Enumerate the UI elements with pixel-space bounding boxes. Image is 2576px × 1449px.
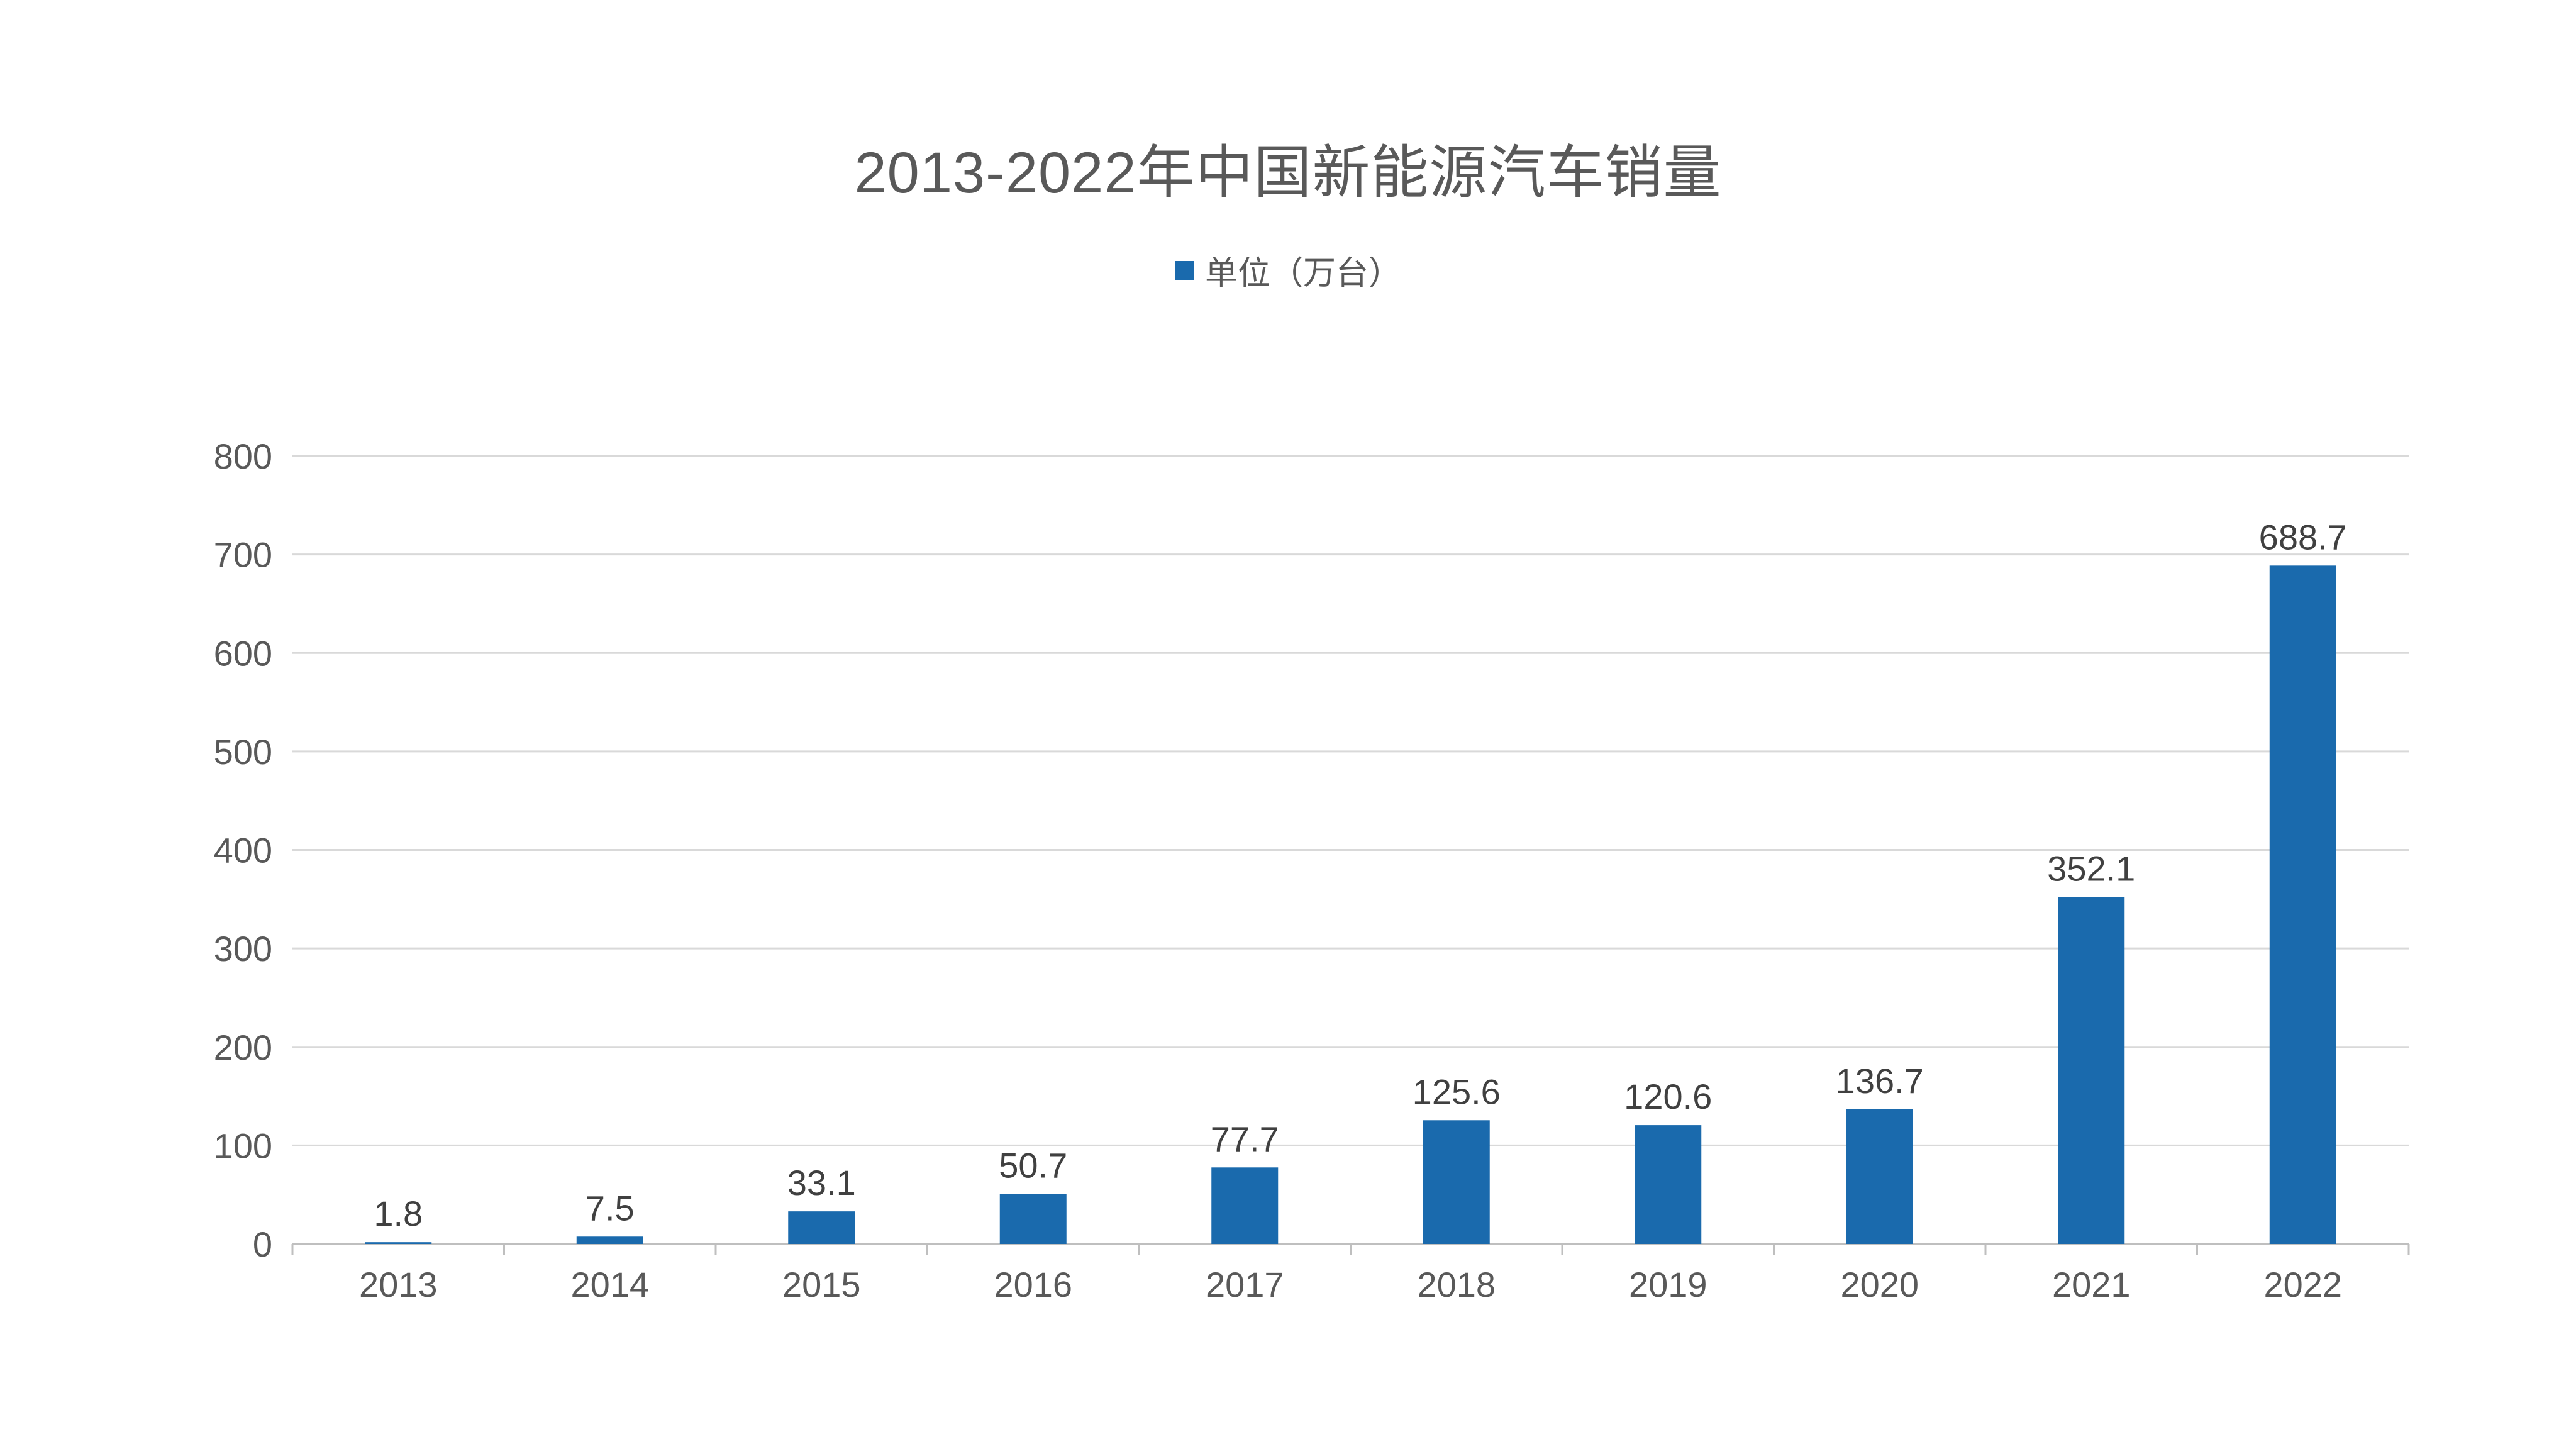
bar	[1846, 1109, 1913, 1244]
x-tick-label: 2018	[1417, 1265, 1496, 1304]
data-labels: 1.8 7.5 33.1 50.7 77.7 125.6 120.6 136.7 352.1 68…	[374, 517, 2347, 1233]
legend: 单位（万台）	[0, 247, 2576, 294]
data-label: 33.1	[787, 1163, 856, 1202]
x-tick-label: 2021	[2052, 1265, 2131, 1304]
bar	[576, 1236, 643, 1244]
data-label: 1.8	[374, 1194, 423, 1233]
bar	[1635, 1125, 1702, 1244]
y-tick-label: 200	[214, 1028, 272, 1067]
bar	[1211, 1167, 1279, 1244]
data-label: 120.6	[1624, 1077, 1712, 1116]
y-tick-label: 700	[214, 535, 272, 575]
bar	[788, 1211, 855, 1244]
y-tick-label: 0	[253, 1224, 272, 1264]
data-label: 77.7	[1211, 1119, 1279, 1158]
y-tick-label: 300	[214, 929, 272, 969]
bars	[365, 565, 2336, 1244]
bar	[365, 1242, 432, 1244]
data-label: 688.7	[2259, 517, 2347, 557]
legend-label: 单位（万台）	[1204, 255, 1401, 292]
y-tick-label: 400	[214, 831, 272, 870]
x-tick-label: 2017	[1206, 1265, 1284, 1304]
chart-title: 2013-2022年中国新能源汽车销量	[854, 141, 1722, 205]
data-label: 50.7	[999, 1146, 1067, 1185]
x-tick-label: 2014	[570, 1265, 649, 1304]
bar	[1423, 1120, 1490, 1244]
data-label: 125.6	[1413, 1072, 1501, 1111]
data-label: 136.7	[1836, 1061, 1924, 1101]
x-tick-label: 2019	[1629, 1265, 1707, 1304]
x-tick-label: 2013	[359, 1265, 438, 1304]
x-tick-label: 2020	[1840, 1265, 1919, 1304]
bar	[2058, 897, 2125, 1244]
x-tick-label: 2022	[2263, 1265, 2342, 1304]
data-label: 7.5	[586, 1188, 635, 1228]
y-tick-label: 600	[214, 633, 272, 673]
bar	[999, 1194, 1067, 1244]
legend-swatch	[1174, 260, 1194, 280]
y-tick-label: 800	[214, 436, 272, 476]
y-tick-labels: 0 100 200 300 400 500 600 700 800	[214, 436, 272, 1264]
x-tick-label: 2015	[782, 1265, 861, 1304]
data-label: 352.1	[2047, 849, 2135, 889]
y-tick-label: 500	[214, 732, 272, 772]
x-tick-labels: 2013 2014 2015 2016 2017 2018 2019 2020 2021 2022	[359, 1265, 2342, 1304]
y-tick-label: 100	[214, 1126, 272, 1165]
gridlines	[292, 455, 2409, 1146]
x-axis	[291, 1243, 2410, 1255]
x-tick-label: 2016	[994, 1265, 1072, 1304]
bar	[2269, 565, 2336, 1244]
